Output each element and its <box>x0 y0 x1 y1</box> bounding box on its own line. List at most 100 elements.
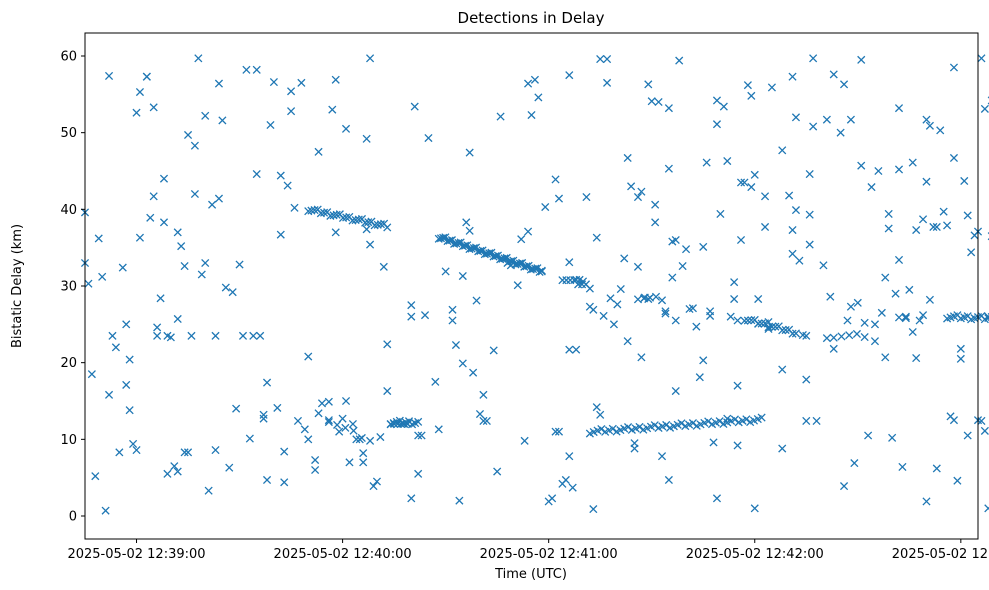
data-point <box>293 416 303 425</box>
data-point <box>589 305 598 314</box>
data-point <box>441 267 450 276</box>
data-point <box>366 436 375 445</box>
data-point <box>149 192 158 201</box>
data-point <box>329 211 338 220</box>
data-point <box>743 81 752 90</box>
data-point <box>967 248 976 257</box>
data-point <box>716 209 725 218</box>
data-point <box>922 115 931 124</box>
data-point <box>304 435 313 444</box>
plot-area <box>80 32 989 540</box>
data-point <box>742 415 751 424</box>
data-point <box>963 431 972 440</box>
data-point <box>870 337 880 346</box>
data-point <box>311 455 320 465</box>
data-point <box>616 285 625 294</box>
data-point <box>754 319 763 328</box>
data-point <box>675 56 684 65</box>
x-tick-label: 2025-05-02 12:41:00 <box>480 547 618 562</box>
data-point <box>603 78 612 87</box>
data-point <box>839 80 849 89</box>
data-point <box>530 75 539 84</box>
data-point <box>204 486 213 495</box>
data-point <box>936 126 945 135</box>
data-point <box>589 505 598 514</box>
data-point <box>778 444 787 453</box>
data-point <box>431 377 440 386</box>
data-point <box>153 331 162 340</box>
data-point <box>208 200 217 209</box>
data-point <box>211 446 220 455</box>
data-point <box>953 476 962 485</box>
data-point <box>836 128 845 137</box>
data-point <box>331 75 340 84</box>
data-point <box>908 158 917 167</box>
data-point <box>228 288 237 297</box>
data-point <box>262 378 272 387</box>
data-point <box>633 262 643 271</box>
data-point <box>354 215 363 224</box>
data-point <box>596 55 605 64</box>
data-point <box>554 427 564 436</box>
data-point <box>316 209 325 218</box>
data-point <box>715 417 724 426</box>
data-point <box>760 192 770 201</box>
data-point <box>475 409 485 419</box>
data-point <box>448 305 457 314</box>
data-point <box>458 271 467 281</box>
data-point <box>463 241 472 250</box>
data-point <box>262 475 272 485</box>
data-point <box>502 253 511 262</box>
data-point <box>884 224 893 233</box>
y-tick-label: 10 <box>60 433 77 448</box>
data-point <box>785 191 794 200</box>
y-tick-label: 40 <box>60 203 77 218</box>
y-axis-title: Bistatic Delay (km) <box>10 224 25 348</box>
data-point <box>357 433 366 443</box>
data-point <box>242 65 251 74</box>
data-point <box>767 322 776 331</box>
data-point <box>778 326 787 335</box>
data-point <box>788 72 797 81</box>
data-point <box>314 409 323 418</box>
data-point <box>304 352 313 361</box>
data-point <box>719 102 728 111</box>
data-point <box>837 332 846 341</box>
data-point <box>788 225 797 235</box>
data-point <box>372 477 382 486</box>
data-point <box>535 267 544 276</box>
data-point <box>943 221 952 230</box>
data-point <box>874 166 883 176</box>
data-point <box>791 113 801 122</box>
data-point <box>439 233 448 242</box>
data-point <box>362 134 371 143</box>
data-point <box>173 467 182 476</box>
data-point <box>908 327 917 337</box>
data-point <box>515 259 524 268</box>
data-point <box>533 264 542 273</box>
data-point <box>280 447 289 456</box>
data-point <box>471 243 481 252</box>
data-point <box>699 242 708 251</box>
data-point <box>469 368 478 377</box>
data-point <box>366 54 375 63</box>
data-point <box>407 494 416 503</box>
data-point <box>671 235 680 245</box>
data-point <box>221 283 230 292</box>
data-point <box>527 110 536 120</box>
data-point <box>781 325 790 335</box>
data-point <box>370 221 379 230</box>
data-point <box>458 359 467 368</box>
data-point <box>881 353 890 362</box>
data-point <box>585 284 594 293</box>
data-point <box>603 55 612 64</box>
x-tick-label: 2025-05-02 12:43:00 <box>892 547 989 562</box>
data-point <box>445 236 454 245</box>
data-point <box>420 311 430 320</box>
data-point <box>132 108 141 117</box>
data-point <box>104 390 114 399</box>
data-point <box>518 258 527 268</box>
data-point <box>465 226 474 235</box>
data-point <box>341 423 350 432</box>
data-point <box>211 331 220 340</box>
